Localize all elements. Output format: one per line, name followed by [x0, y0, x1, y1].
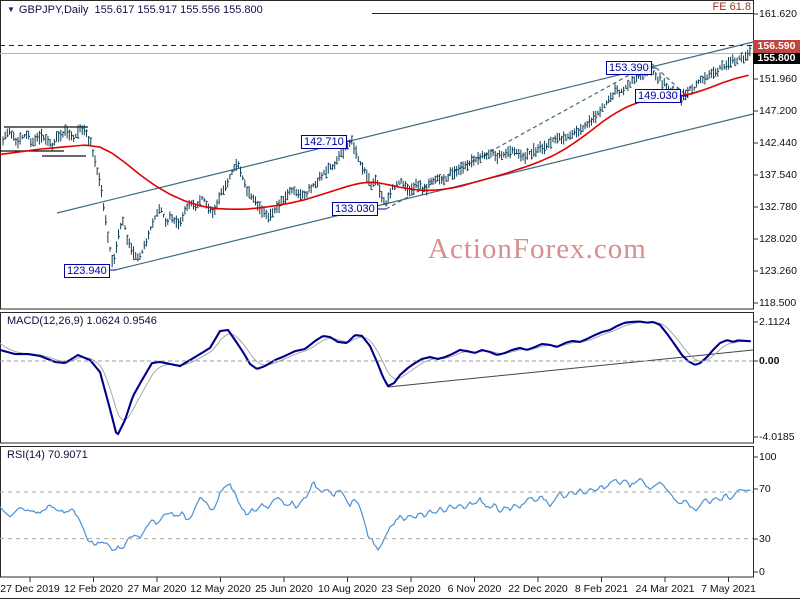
projection-rise [385, 62, 652, 210]
chart-header: ▼ GBPJPY,Daily 155.617 155.917 155.556 15… [7, 4, 263, 16]
price-pane[interactable] [0, 13, 753, 271]
macd-trendline [387, 349, 753, 388]
macd-pane[interactable] [0, 320, 753, 436]
macd-title: MACD(12,26,9) 1.0624 0.9546 [7, 315, 157, 327]
moving-average-line [0, 74, 749, 210]
macd-line [0, 320, 752, 436]
symbol-title: GBPJPY,Daily [18, 4, 89, 16]
fe-level-label: FE 61.8 [712, 1, 751, 13]
projection-fall [650, 62, 689, 98]
rsi-line [0, 477, 751, 551]
watermark: ActionForex.com [428, 233, 647, 265]
rsi-pane-border [0, 446, 754, 578]
rsi-pane[interactable] [0, 477, 751, 551]
rsi-title: RSI(14) 70.9071 [7, 449, 88, 461]
symbol-dropdown-icon[interactable]: ▼ [7, 5, 15, 14]
channel-lower [114, 113, 753, 271]
macd-signal-line [0, 321, 751, 421]
ohlc-values: 155.617 155.917 155.556 155.800 [94, 4, 263, 16]
macd-pane-border [0, 312, 754, 444]
